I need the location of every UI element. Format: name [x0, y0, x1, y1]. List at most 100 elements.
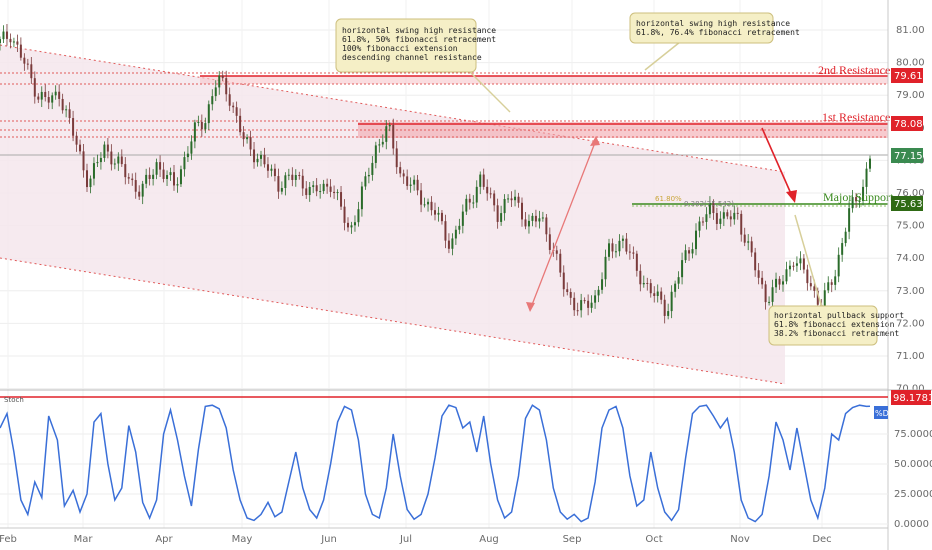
candle-body — [58, 91, 61, 99]
candle-body — [72, 118, 75, 136]
candle-body — [214, 87, 217, 97]
candle-body — [465, 198, 468, 212]
candle-body — [117, 156, 120, 164]
stoch-last-value: 98.1781 — [893, 393, 932, 404]
candle-body — [169, 172, 172, 176]
candle-body — [792, 265, 795, 267]
candle-body — [649, 283, 652, 294]
candle-body — [266, 164, 269, 171]
candle-body — [764, 284, 767, 303]
candle-body — [479, 174, 482, 187]
resistance-2-label: 2nd Resistance — [818, 63, 890, 77]
candle-body — [353, 222, 356, 226]
candle-body — [754, 252, 757, 271]
candle-body — [92, 163, 95, 179]
candle-body — [395, 148, 398, 168]
candle-body — [729, 216, 732, 220]
resistance-2-value: 79.618 — [894, 71, 929, 82]
candle-body — [548, 234, 551, 250]
candle-body — [287, 174, 290, 176]
candle-body — [475, 186, 478, 203]
note2-line-2: 61.8%, 76.4% fibonacci retracement — [636, 28, 800, 37]
price-tick-label: 80.00 — [896, 58, 925, 69]
candle-body — [698, 221, 701, 231]
candle-body — [319, 191, 322, 193]
candle-body — [601, 279, 604, 290]
candle-body — [326, 183, 329, 187]
candle-body — [750, 241, 753, 253]
candle-body — [468, 198, 471, 203]
candle-body — [437, 212, 440, 215]
candle-body — [639, 270, 642, 285]
candle-body — [385, 126, 388, 142]
candle-body — [646, 282, 649, 284]
candle-body — [89, 178, 92, 188]
candle-body — [23, 57, 26, 64]
note1-box — [335, 18, 477, 73]
candle-body — [816, 290, 819, 305]
candle-body — [416, 179, 419, 191]
candle-body — [148, 174, 151, 179]
candle-body — [674, 283, 677, 292]
resistance-1-tag — [891, 116, 923, 131]
candle-body — [736, 212, 739, 214]
candle-body — [336, 192, 339, 194]
candle-body — [486, 186, 489, 194]
candle-body — [733, 212, 736, 220]
candle-body — [124, 164, 127, 178]
candle-body — [823, 290, 826, 311]
candle-body — [110, 151, 113, 165]
time-tick-label: Mar — [74, 534, 94, 545]
price-candles — [0, 24, 871, 324]
candle-body — [113, 163, 116, 165]
candle-body — [61, 98, 64, 111]
support-value: 75.638 — [894, 199, 929, 210]
time-tick-label: Apr — [155, 534, 173, 545]
candle-body — [131, 178, 134, 181]
forecast-arrow-line — [761, 127, 793, 197]
candle-body — [795, 263, 798, 266]
candle-body — [270, 168, 273, 171]
candle-body — [719, 218, 722, 224]
note3-line-3: 38.2% fibonacci retracment — [774, 329, 899, 338]
candle-body — [16, 41, 19, 45]
candle-body — [367, 174, 370, 177]
candle-body — [343, 206, 346, 223]
candle-body — [841, 243, 844, 255]
candle-body — [273, 168, 276, 177]
candle-body — [47, 97, 50, 103]
candle-body — [517, 196, 520, 203]
candle-body — [580, 300, 583, 311]
candle-body — [19, 44, 22, 58]
candle-body — [183, 157, 186, 170]
candle-body — [576, 310, 579, 312]
candle-body — [141, 183, 144, 197]
candle-body — [740, 213, 743, 235]
candle-body — [844, 231, 847, 244]
time-tick-label: Jun — [320, 534, 337, 545]
candle-body — [778, 278, 781, 285]
candle-body — [0, 39, 1, 44]
candle-body — [312, 185, 315, 187]
candle-body — [176, 184, 179, 186]
candle-body — [489, 193, 492, 195]
candle-body — [406, 176, 409, 186]
price-tick-label: 75.00 — [896, 221, 925, 232]
candle-body — [2, 31, 5, 40]
fib-label-left: 61.80% — [655, 195, 682, 203]
candle-body — [869, 158, 871, 169]
candle-body — [642, 282, 645, 285]
candle-body — [277, 176, 280, 192]
candle-body — [99, 157, 102, 163]
price-tick-label: 76.00 — [896, 188, 925, 199]
time-tick-label: Jul — [399, 534, 412, 545]
candle-body — [667, 311, 670, 316]
note1-line-3: 100% fibonacci extension — [342, 44, 458, 53]
candle-body — [458, 225, 461, 230]
candle-body — [611, 243, 614, 252]
candle-body — [51, 95, 54, 103]
candle-body — [166, 175, 169, 179]
candle-body — [298, 175, 301, 177]
candle-body — [308, 186, 311, 196]
candle-body — [378, 144, 381, 146]
